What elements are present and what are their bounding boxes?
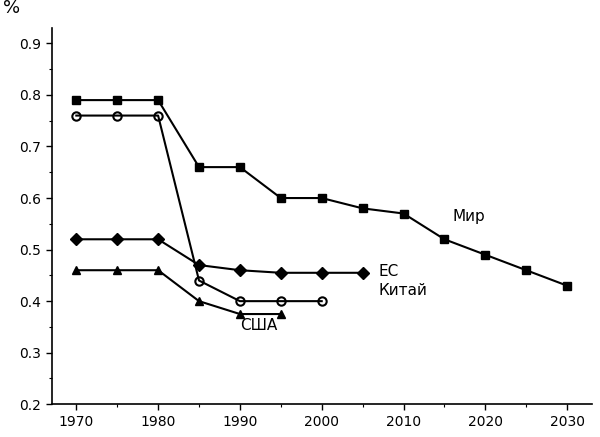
Text: Мир: Мир (452, 208, 485, 224)
Text: Китай: Китай (379, 283, 428, 298)
Text: США: США (240, 319, 277, 333)
Y-axis label: %: % (3, 0, 20, 17)
Text: ЕС: ЕС (379, 264, 399, 279)
